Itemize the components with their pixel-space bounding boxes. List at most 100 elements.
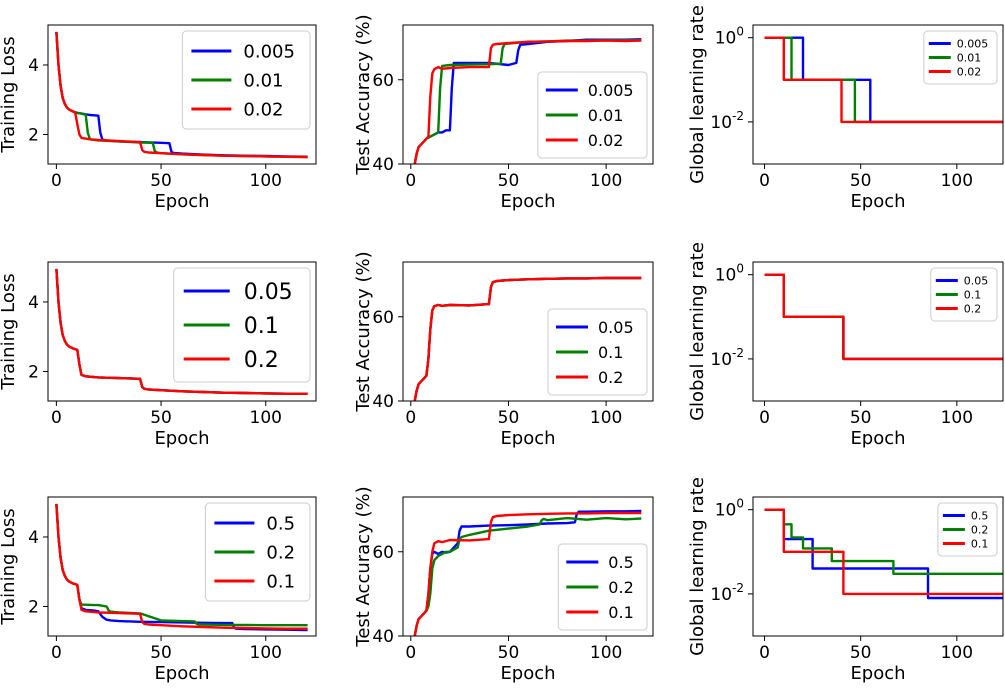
axes-frame	[752, 24, 1004, 165]
x-tick-label: 0	[51, 408, 62, 428]
legend-label: 0.01	[588, 106, 624, 125]
y-tick-label: 100	[715, 262, 744, 286]
series-line-0.2	[413, 276, 642, 401]
legend: 0.05 0.1 0.2	[547, 308, 648, 396]
y-axis-title: Training Loss	[0, 36, 19, 153]
series-line-0.1	[55, 503, 308, 630]
series-line-0.2	[764, 273, 1003, 361]
x-tick-label: 100	[941, 408, 973, 428]
legend-label: 0.1	[971, 537, 989, 550]
x-tick-label: 50	[150, 408, 172, 428]
series-line-0.1	[764, 508, 1003, 596]
legend-label: 0.1	[608, 603, 633, 622]
axes-frame	[752, 261, 1004, 402]
legend-label: 0.1	[244, 314, 279, 339]
x-axis-title: Epoch	[154, 428, 209, 449]
legend: 0.005 0.01 0.02	[537, 71, 648, 159]
y-axis-title: Test Accuracy (%)	[353, 14, 374, 175]
legend-label: 0.2	[598, 368, 623, 387]
legend-label: 0.05	[964, 274, 989, 287]
x-tick-label: 0	[759, 408, 770, 428]
axes-frame	[402, 496, 654, 637]
legend-label: 0.2	[244, 348, 279, 373]
chart-panel-6: 0 50 100 100 10-2 Epoch Global learning rate 0.…	[687, 242, 1004, 449]
legend-label: 0.01	[243, 70, 283, 91]
x-tick-label: 0	[405, 171, 416, 191]
y-axis-title: Global learning rate	[687, 477, 708, 656]
axes-frame	[752, 496, 1004, 637]
legend-box	[204, 502, 311, 602]
legend-label: 0.2	[971, 523, 989, 536]
x-axis-title: Epoch	[850, 428, 905, 449]
x-tick-label: 100	[941, 643, 973, 663]
x-tick-label: 0	[51, 643, 62, 663]
y-tick-label: 100	[715, 497, 744, 521]
chart-panel-9: 0 50 100 100 10-2 Epoch Global learning rate 0.…	[687, 477, 1004, 684]
x-tick-label: 0	[51, 171, 62, 191]
axes-frame	[47, 261, 317, 402]
x-tick-label: 100	[250, 171, 282, 191]
series-line-0.02	[413, 39, 642, 164]
y-tick-label: 40	[372, 392, 394, 412]
legend-label: 0.1	[266, 571, 295, 592]
y-tick-label: 10-2	[710, 346, 744, 370]
legend-box	[537, 71, 648, 159]
x-tick-label: 50	[150, 643, 172, 663]
x-tick-label: 100	[590, 171, 622, 191]
legend-label: 0.005	[588, 81, 634, 100]
x-tick-label: 50	[498, 643, 520, 663]
x-axis-title: Epoch	[850, 191, 905, 212]
legend-label: 0.1	[964, 288, 982, 301]
legend-label: 0.2	[608, 578, 633, 597]
x-tick-label: 100	[941, 171, 973, 191]
y-axis-title: Global learning rate	[687, 242, 708, 421]
y-tick-label: 2	[28, 125, 39, 145]
legend-label: 0.02	[588, 131, 624, 150]
x-tick-label: 0	[759, 171, 770, 191]
y-axis-title: Test Accuracy (%)	[353, 251, 374, 412]
x-tick-label: 100	[590, 643, 622, 663]
legend-box	[547, 308, 648, 396]
legend-label: 0.5	[608, 553, 633, 572]
legend: 0.5 0.2 0.1	[204, 502, 311, 602]
legend-label: 0.2	[266, 542, 295, 563]
chart-panel-4: 0 50 100 2 4 Epoch Training Loss 0.05 0.1 0.2	[0, 261, 317, 449]
legend-box	[173, 267, 311, 383]
legend-label: 0.02	[957, 65, 982, 78]
y-tick-label: 100	[715, 25, 744, 49]
x-tick-label: 50	[850, 643, 872, 663]
y-tick-label: 4	[28, 56, 39, 76]
legend-label: 0.05	[598, 318, 634, 337]
x-axis-title: Epoch	[500, 428, 555, 449]
y-tick-label: 60	[372, 308, 394, 328]
x-tick-label: 100	[250, 408, 282, 428]
chart-panel-7: 0 50 100 2 4 Epoch Training Loss 0.5 0.2 0.1	[0, 496, 317, 684]
x-tick-label: 50	[150, 171, 172, 191]
legend: 0.050.10.2	[173, 267, 311, 383]
chart-panel-1: 0 50 100 2 4 Epoch Training Loss 0.005 0.01 0.02	[0, 24, 317, 212]
y-tick-label: 40	[372, 155, 394, 175]
legend-label: 0.5	[266, 513, 295, 534]
series-line-0.1	[413, 511, 642, 636]
legend-label: 0.2	[964, 302, 982, 315]
legend: 0.050.10.2	[930, 267, 998, 322]
y-axis-title: Training Loss	[0, 273, 19, 390]
x-tick-label: 100	[590, 408, 622, 428]
x-axis-title: Epoch	[154, 191, 209, 212]
x-axis-title: Epoch	[154, 663, 209, 684]
axes-frame	[402, 24, 654, 165]
y-tick-label: 40	[372, 627, 394, 647]
legend: 0.50.20.1	[937, 502, 998, 557]
legend-label: 0.5	[971, 509, 989, 522]
legend-box	[557, 543, 648, 631]
legend-label: 0.01	[957, 51, 982, 64]
x-axis-title: Epoch	[850, 663, 905, 684]
legend-label: 0.1	[598, 343, 623, 362]
y-axis-title: Training Loss	[0, 508, 19, 625]
x-tick-label: 0	[759, 643, 770, 663]
